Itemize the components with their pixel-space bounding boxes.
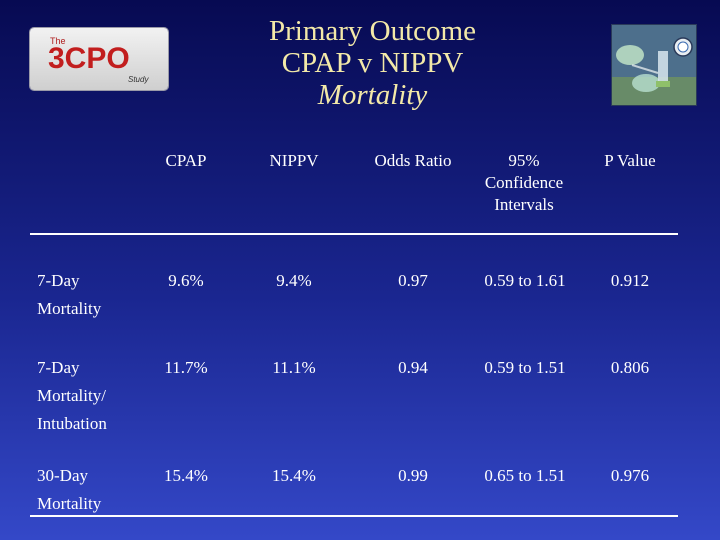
cell-p-value: 0.806 [610,358,650,377]
row-label-line-3: Intubation [37,414,107,433]
header-confidence-intervals: 95% Confidence Intervals [469,150,579,216]
row-label-line-1: 30-Day [37,466,88,485]
row-label-7day-mortality-intubation: 7-Day Mortality/ Intubation [37,354,107,438]
title-line-2: CPAP v NIPPV [281,46,464,79]
title-line-3: Mortality [317,78,428,111]
cell-odds-ratio: 0.97 [398,271,428,290]
cell-p-value: 0.976 [610,466,650,485]
cell-confidence-interval: 0.59 to 1.51 [484,358,566,377]
medical-equipment-photo [611,24,697,106]
cell-nippv: 11.1% [272,358,316,377]
header-p-value: P Value [604,151,656,170]
row-label-line-1: 7-Day [37,271,80,290]
header-cpap: CPAP [165,151,207,170]
cell-nippv: 9.4% [276,271,312,290]
row-label-30day-mortality: 30-Day Mortality [37,462,101,518]
cell-nippv: 15.4% [272,466,316,485]
header-ci-line-2: Confidence [484,173,564,192]
row-label-line-2: Mortality [37,494,102,513]
header-nippv: NIPPV [269,151,319,170]
cell-confidence-interval: 0.65 to 1.51 [484,466,566,485]
logo-prefix: The [50,36,66,46]
header-ci-line-1: 95% [508,151,540,170]
logo-main-text: 3CPO [48,42,130,75]
header-ci-line-3: Intervals [494,195,554,214]
row-label-line-2: Mortality/ [37,386,106,405]
slide-title: Primary Outcome CPAP v NIPPV Mortality [200,15,545,112]
header-divider [30,233,678,235]
cell-cpap: 11.7% [164,358,208,377]
cell-odds-ratio: 0.99 [398,466,428,485]
cell-confidence-interval: 0.59 to 1.61 [484,271,566,290]
cell-p-value: 0.912 [610,271,650,290]
logo-suffix: Study [128,75,149,84]
medical-equipment-image [612,25,696,105]
cell-cpap: 15.4% [164,466,208,485]
header-odds-ratio: Odds Ratio [374,151,452,170]
cell-odds-ratio: 0.94 [398,358,428,377]
row-label-line-2: Mortality [37,299,102,318]
row-label-line-1: 7-Day [37,358,80,377]
title-line-1: Primary Outcome [269,15,476,47]
cell-cpap: 9.6% [168,271,204,290]
study-logo: The 3CPO Study [30,28,168,90]
table-bottom-divider [30,515,678,517]
row-label-7day-mortality: 7-Day Mortality [37,267,101,323]
